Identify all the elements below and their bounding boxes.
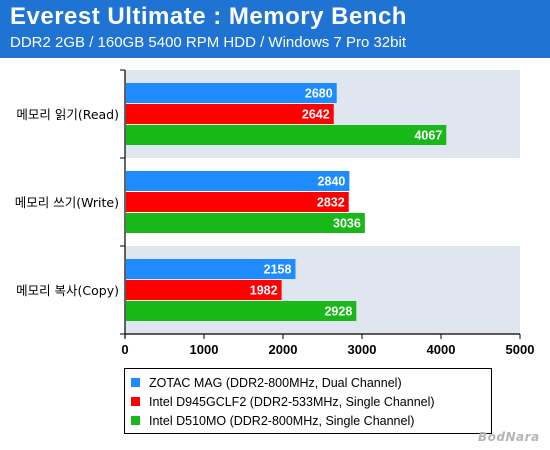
x-tick-label: 1000 <box>190 342 219 357</box>
legend-item: Intel D510MO (DDR2-800MHz, Single Channe… <box>131 411 491 430</box>
bar <box>126 280 282 300</box>
chart-subtitle: DDR2 2GB / 160GB 5400 RPM HDD / Windows … <box>10 34 406 51</box>
bar-value-label: 2832 <box>317 196 345 210</box>
legend-label: Intel D945GCLF2 (DDR2-533MHz, Single Cha… <box>149 394 435 409</box>
legend: ZOTAC MAG (DDR2-800MHz, Dual Channel) In… <box>124 368 492 434</box>
legend-swatch-d510mo <box>131 416 140 425</box>
legend-label: Intel D510MO (DDR2-800MHz, Single Channe… <box>149 413 415 428</box>
chart-title: Everest Ultimate : Memory Bench <box>10 3 407 30</box>
x-tick-label: 3000 <box>348 342 377 357</box>
bar-value-label: 3036 <box>333 217 361 231</box>
bar-value-label: 2840 <box>318 175 346 189</box>
bar <box>126 125 447 145</box>
legend-item: Intel D945GCLF2 (DDR2-533MHz, Single Cha… <box>131 392 491 411</box>
x-tick-label: 0 <box>121 342 128 357</box>
bar <box>126 259 296 279</box>
bar-value-label: 2680 <box>305 87 333 101</box>
legend-swatch-zotac <box>131 378 140 387</box>
bar <box>126 171 350 191</box>
x-tick-label: 5000 <box>506 342 535 357</box>
category-label: 메모리 읽기(Read) <box>16 107 119 122</box>
bar-value-label: 2158 <box>264 263 292 277</box>
bar-value-label: 4067 <box>414 129 442 143</box>
chart-header: Everest Ultimate : Memory Bench DDR2 2GB… <box>0 0 550 58</box>
category-label: 메모리 복사(Copy) <box>16 283 119 298</box>
x-tick-label: 2000 <box>269 342 298 357</box>
bar <box>126 192 349 212</box>
bar-value-label: 2928 <box>324 305 352 319</box>
watermark-logo: BodNara <box>478 430 540 444</box>
bar <box>126 301 357 321</box>
bar-value-label: 1982 <box>250 284 278 298</box>
legend-label: ZOTAC MAG (DDR2-800MHz, Dual Channel) <box>149 375 402 390</box>
x-tick-label: 4000 <box>427 342 456 357</box>
legend-swatch-d945gclf2 <box>131 397 140 406</box>
bar-value-label: 2642 <box>302 108 330 122</box>
legend-item: ZOTAC MAG (DDR2-800MHz, Dual Channel) <box>131 373 491 392</box>
bar <box>126 83 337 103</box>
category-label: 메모리 쓰기(Write) <box>15 195 119 210</box>
bar <box>126 104 334 124</box>
bar <box>126 213 365 233</box>
